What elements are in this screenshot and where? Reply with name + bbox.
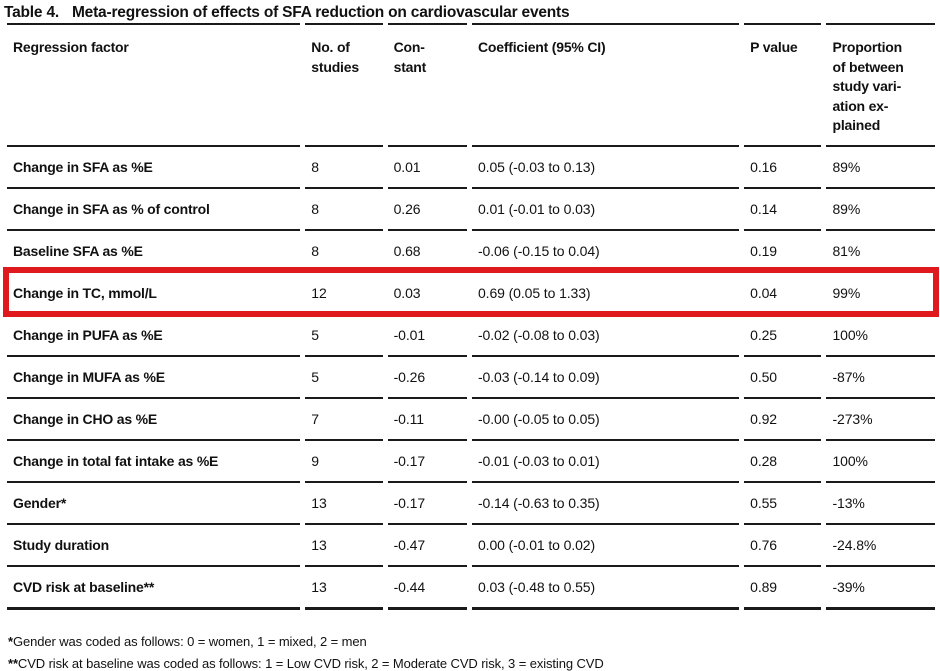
cell-factor: Baseline SFA as %E: [7, 229, 301, 271]
highlighted-row-change-in-tc: Change in TC, mmol/L 12 0.03 0.69 (0.05 …: [3, 267, 939, 317]
cell-constant: -0.17: [387, 439, 467, 481]
cell-factor: Change in TC, mmol/L: [7, 271, 301, 313]
cell-coefficient: 0.00 (-0.01 to 0.02): [471, 523, 740, 565]
column-header-regression-factor: Regression factor: [7, 23, 301, 145]
cell-factor: Change in MUFA as %E: [7, 355, 301, 397]
table-row: Baseline SFA as %E 8 0.68 -0.06 (-0.15 t…: [7, 229, 935, 271]
cell-no-of-studies: 12: [305, 271, 383, 313]
meta-regression-table: Regression factor No. of studies Con- st…: [2, 23, 940, 610]
cell-no-of-studies: 13: [305, 565, 383, 610]
footnotes: *Gender was coded as follows: 0 = women,…: [8, 631, 940, 671]
column-header-proportion-explained: Proportion of between study vari- ation …: [826, 23, 935, 145]
cell-proportion: 99%: [826, 271, 935, 313]
cell-p-value: 0.14: [744, 187, 822, 229]
table-number: Table 4.: [4, 4, 59, 21]
cell-no-of-studies: 9: [305, 439, 383, 481]
cell-proportion: 81%: [826, 229, 935, 271]
cell-p-value: 0.19: [744, 229, 822, 271]
footnote-text: CVD risk at baseline was coded as follow…: [17, 656, 604, 671]
footnote-marker: **: [8, 656, 18, 671]
footnote-cvd-risk: **CVD risk at baseline was coded as foll…: [8, 653, 940, 671]
table-row: Change in SFA as %E 8 0.01 0.05 (-0.03 t…: [7, 145, 935, 187]
cell-constant: -0.01: [387, 313, 467, 355]
cell-coefficient: 0.03 (-0.48 to 0.55): [471, 565, 740, 610]
cell-factor: Change in total fat intake as %E: [7, 439, 301, 481]
cell-proportion: -273%: [826, 397, 935, 439]
cell-constant: -0.26: [387, 355, 467, 397]
table-header-row: Regression factor No. of studies Con- st…: [7, 23, 935, 145]
footnote-marker: *: [8, 634, 13, 649]
cell-constant: -0.47: [387, 523, 467, 565]
cell-no-of-studies: 8: [305, 229, 383, 271]
cell-coefficient: -0.14 (-0.63 to 0.35): [471, 481, 740, 523]
footnote-gender: *Gender was coded as follows: 0 = women,…: [8, 631, 940, 653]
cell-coefficient: -0.03 (-0.14 to 0.09): [471, 355, 740, 397]
cell-constant: 0.01: [387, 145, 467, 187]
cell-factor: Gender*: [7, 481, 301, 523]
column-header-no-of-studies: No. of studies: [305, 23, 383, 145]
cell-proportion: 89%: [826, 187, 935, 229]
column-header-constant: Con- stant: [387, 23, 467, 145]
cell-factor: CVD risk at baseline**: [7, 565, 301, 610]
cell-proportion: -87%: [826, 355, 935, 397]
cell-coefficient: 0.05 (-0.03 to 0.13): [471, 145, 740, 187]
cell-proportion: 89%: [826, 145, 935, 187]
cell-proportion: -24.8%: [826, 523, 935, 565]
cell-factor: Change in PUFA as %E: [7, 313, 301, 355]
cell-p-value: 0.04: [744, 271, 822, 313]
table-row: Gender* 13 -0.17 -0.14 (-0.63 to 0.35) 0…: [7, 481, 935, 523]
cell-constant: -0.17: [387, 481, 467, 523]
cell-proportion: 100%: [826, 439, 935, 481]
cell-p-value: 0.55: [744, 481, 822, 523]
cell-factor: Study duration: [7, 523, 301, 565]
table-row: Change in CHO as %E 7 -0.11 -0.00 (-0.05…: [7, 397, 935, 439]
table-title-text: Meta-regression of effects of SFA reduct…: [71, 4, 570, 21]
table-row: Change in MUFA as %E 5 -0.26 -0.03 (-0.1…: [7, 355, 935, 397]
cell-no-of-studies: 13: [305, 523, 383, 565]
cell-p-value: 0.76: [744, 523, 822, 565]
table-row: Change in PUFA as %E 5 -0.01 -0.02 (-0.0…: [7, 313, 935, 355]
column-header-coefficient: Coefficient (95% CI): [471, 23, 740, 145]
cell-no-of-studies: 8: [305, 145, 383, 187]
cell-p-value: 0.28: [744, 439, 822, 481]
cell-proportion: 100%: [826, 313, 935, 355]
cell-proportion: -13%: [826, 481, 935, 523]
table-title: Table 4. Meta-regression of effects of SF…: [0, 0, 940, 23]
cell-no-of-studies: 5: [305, 313, 383, 355]
cell-constant: 0.26: [387, 187, 467, 229]
cell-p-value: 0.16: [744, 145, 822, 187]
table-row: Study duration 13 -0.47 0.00 (-0.01 to 0…: [7, 523, 935, 565]
column-header-p-value: P value: [744, 23, 822, 145]
cell-p-value: 0.25: [744, 313, 822, 355]
cell-constant: -0.11: [387, 397, 467, 439]
table-row: Change in total fat intake as %E 9 -0.17…: [7, 439, 935, 481]
cell-p-value: 0.89: [744, 565, 822, 610]
cell-proportion: -39%: [826, 565, 935, 610]
cell-constant: 0.03: [387, 271, 467, 313]
cell-no-of-studies: 13: [305, 481, 383, 523]
cell-p-value: 0.92: [744, 397, 822, 439]
cell-factor: Change in SFA as %E: [7, 145, 301, 187]
cell-factor: Change in SFA as % of control: [7, 187, 301, 229]
cell-no-of-studies: 5: [305, 355, 383, 397]
cell-coefficient: 0.69 (0.05 to 1.33): [471, 271, 740, 313]
table-row: Change in SFA as % of control 8 0.26 0.0…: [7, 187, 935, 229]
cell-coefficient: 0.01 (-0.01 to 0.03): [471, 187, 740, 229]
table-row: CVD risk at baseline** 13 -0.44 0.03 (-0…: [7, 565, 935, 610]
cell-coefficient: -0.01 (-0.03 to 0.01): [471, 439, 740, 481]
cell-p-value: 0.50: [744, 355, 822, 397]
cell-constant: -0.44: [387, 565, 467, 610]
cell-no-of-studies: 7: [305, 397, 383, 439]
footnote-text: Gender was coded as follows: 0 = women, …: [12, 634, 367, 649]
cell-factor: Change in CHO as %E: [7, 397, 301, 439]
cell-coefficient: -0.02 (-0.08 to 0.03): [471, 313, 740, 355]
cell-constant: 0.68: [387, 229, 467, 271]
cell-no-of-studies: 8: [305, 187, 383, 229]
cell-coefficient: -0.06 (-0.15 to 0.04): [471, 229, 740, 271]
cell-coefficient: -0.00 (-0.05 to 0.05): [471, 397, 740, 439]
